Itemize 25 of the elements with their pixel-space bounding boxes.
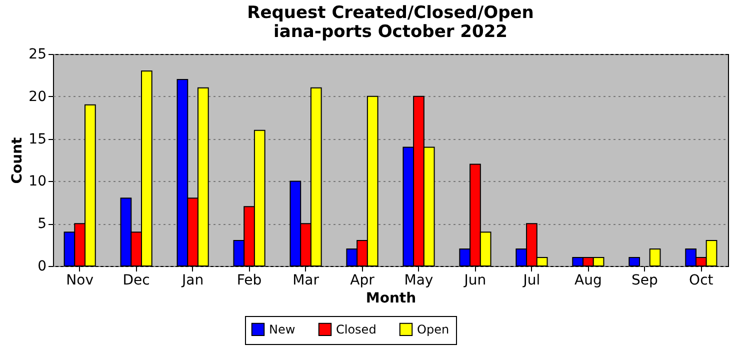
legend-label: Open [417,322,450,336]
y-tick-label: 20 [28,88,46,105]
x-axis-title: Month [366,290,416,306]
x-tick-label: Aug [574,272,602,288]
x-tick-label: Feb [236,272,262,288]
x-tick-label: Mar [292,272,320,288]
y-tick-label: 0 [38,258,46,274]
chart-title: Request Created/Closed/Open [247,3,534,23]
x-tick-label: Sep [631,272,658,288]
chart-subtitle: iana-ports October 2022 [274,22,508,42]
y-tick-label: 5 [38,216,46,232]
x-tick-label: May [404,272,434,288]
y-axis-title: Count [10,136,26,184]
legend-label: New [269,322,296,336]
x-tick-label: Apr [350,272,375,288]
y-tick-label: 15 [28,131,46,148]
y-tick-label: 10 [28,174,46,190]
x-tick-label: Nov [66,272,94,288]
x-tick-label: Jan [181,272,204,288]
y-tick-label: 25 [28,46,46,62]
x-tick-label: Oct [689,272,714,288]
x-tick-label: Jul [522,272,540,288]
x-tick-label: Dec [122,272,150,288]
x-tick-label: Jun [463,272,486,288]
legend-label: Closed [336,322,376,336]
